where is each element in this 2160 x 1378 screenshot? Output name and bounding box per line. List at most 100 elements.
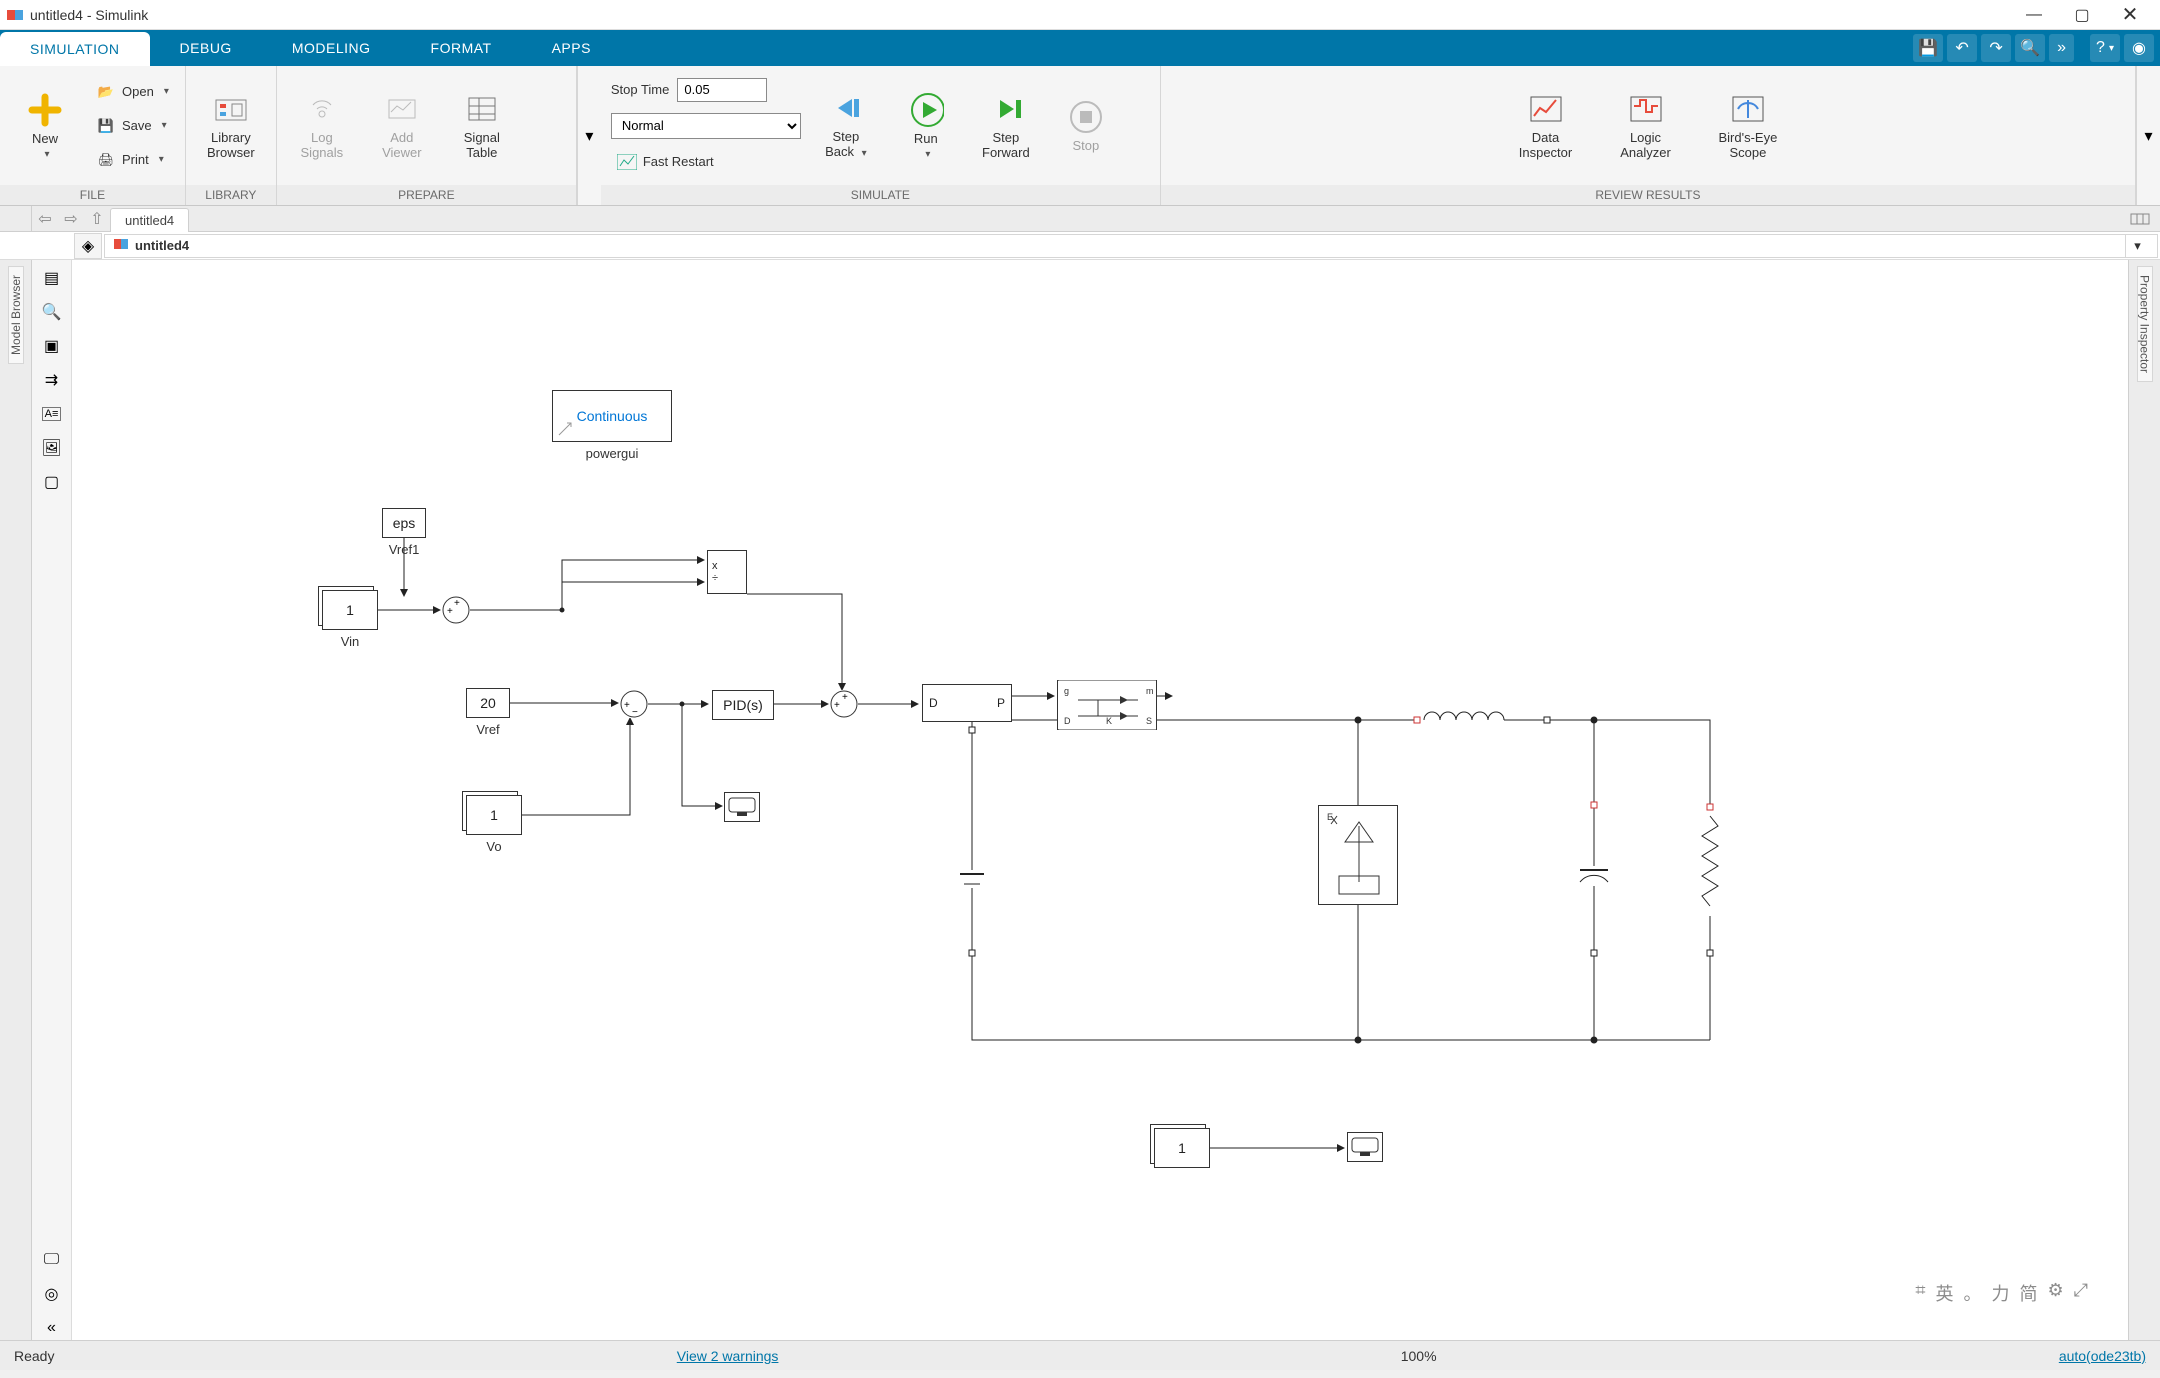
palette-annotation-button[interactable]: A≡ bbox=[38, 402, 66, 426]
block-dp[interactable]: DP bbox=[922, 684, 1012, 722]
property-inspector-collapsed[interactable]: Property Inspector bbox=[2128, 260, 2160, 1340]
save-icon: 💾 bbox=[1918, 38, 1938, 58]
block-vo[interactable]: 1 Vo bbox=[466, 795, 522, 835]
birds-eye-scope-button[interactable]: Bird's-EyeScope bbox=[1711, 76, 1786, 176]
svg-text:+: + bbox=[842, 692, 848, 703]
logic-analyzer-button[interactable]: LogicAnalyzer bbox=[1611, 76, 1681, 176]
viewer-icon bbox=[384, 91, 420, 127]
run-button[interactable]: Run ▾ bbox=[891, 76, 961, 176]
palette-arrows-button[interactable]: ⇉ bbox=[38, 368, 66, 392]
svg-text:+: + bbox=[834, 700, 840, 711]
chevron-down-icon: ▾ bbox=[862, 148, 867, 159]
qa-help-button[interactable]: ?▾ bbox=[2090, 34, 2120, 62]
status-solver-link[interactable]: auto(ode23tb) bbox=[2045, 1348, 2160, 1364]
tab-format[interactable]: FORMAT bbox=[401, 30, 522, 66]
block-scope1[interactable] bbox=[724, 792, 760, 822]
block-switch[interactable]: g m D S K bbox=[1057, 680, 1157, 730]
block-constant-bottom[interactable]: 1 bbox=[1154, 1128, 1210, 1168]
model-browser-collapsed[interactable]: Model Browser bbox=[0, 260, 32, 1340]
nav-view-toggle[interactable] bbox=[2120, 206, 2160, 231]
nav-forward-button[interactable]: ⇨ bbox=[58, 206, 84, 232]
palette-screenshot-button[interactable]: 🖵 bbox=[38, 1248, 66, 1272]
breadcrumb-home-button[interactable]: ◈ bbox=[74, 233, 102, 259]
step-back-button[interactable]: StepBack ▾ bbox=[811, 76, 881, 176]
block-vref[interactable]: 20 Vref bbox=[466, 688, 510, 718]
palette-zoom-button[interactable]: 🔍 bbox=[38, 300, 66, 324]
fit-icon: ▣ bbox=[44, 336, 59, 356]
print-button[interactable]: 🖨Print▾ bbox=[90, 146, 175, 174]
fast-restart-label: Fast Restart bbox=[643, 154, 714, 169]
app-icon bbox=[6, 6, 24, 24]
qa-fullscreen-button[interactable]: ◉ bbox=[2124, 34, 2154, 62]
chevron-down-icon: ▾ bbox=[164, 86, 169, 97]
svg-text:S: S bbox=[1146, 716, 1152, 726]
maximize-button[interactable]: ▢ bbox=[2058, 0, 2106, 30]
block-powergui[interactable]: Continuous powergui bbox=[552, 390, 672, 442]
status-zoom[interactable]: 100% bbox=[1387, 1348, 1451, 1364]
signal-table-button[interactable]: SignalTable bbox=[447, 76, 517, 176]
breadcrumb-model: untitled4 bbox=[135, 238, 189, 253]
data-inspector-icon bbox=[1528, 91, 1564, 127]
block-diode[interactable]: E bbox=[1318, 805, 1398, 905]
qa-offset-button[interactable]: » bbox=[2049, 34, 2074, 62]
chevron-down-icon: ▾ bbox=[925, 149, 930, 160]
ime-toolbar[interactable]: ⌗ 英 。 力 简 ⚙ ⤢ bbox=[1915, 1280, 2088, 1306]
library-browser-button[interactable]: LibraryBrowser bbox=[196, 76, 266, 176]
close-button[interactable]: ✕ bbox=[2106, 0, 2154, 30]
add-viewer-button[interactable]: AddViewer bbox=[367, 76, 437, 176]
qa-search-button[interactable]: 🔍 bbox=[2015, 34, 2045, 62]
ime-simp-icon: 简 bbox=[2019, 1280, 2037, 1306]
palette-image-button[interactable]: 🖼 bbox=[38, 436, 66, 460]
minimize-button[interactable]: — bbox=[2010, 0, 2058, 30]
qa-redo-button[interactable]: ↷ bbox=[1981, 34, 2011, 62]
new-button[interactable]: New ▾ bbox=[10, 76, 80, 176]
palette-fit-button[interactable]: ▣ bbox=[38, 334, 66, 358]
open-button[interactable]: 📂Open▾ bbox=[90, 78, 175, 106]
svg-text:K: K bbox=[1106, 716, 1112, 726]
palette-hide-button[interactable]: ▤ bbox=[38, 266, 66, 290]
block-multiply[interactable]: x ÷ bbox=[707, 550, 747, 594]
nav-up-button[interactable]: ⇧ bbox=[84, 206, 110, 232]
breadcrumb-path[interactable]: untitled4 ▾ bbox=[104, 234, 2158, 258]
qa-undo-button[interactable]: ↶ bbox=[1947, 34, 1977, 62]
block-vin[interactable]: 1 Vin bbox=[322, 590, 378, 630]
model-tab[interactable]: untitled4 bbox=[110, 208, 189, 232]
block-sum3[interactable]: ++ bbox=[830, 690, 858, 718]
simulation-mode-select[interactable]: Normal bbox=[611, 113, 801, 139]
block-sum2[interactable]: +− bbox=[620, 690, 648, 718]
window-title: untitled4 - Simulink bbox=[30, 7, 2010, 23]
stop-button[interactable]: Stop bbox=[1051, 76, 1121, 176]
tab-debug[interactable]: DEBUG bbox=[150, 30, 262, 66]
status-warnings-link[interactable]: View 2 warnings bbox=[663, 1348, 793, 1364]
breadcrumb-dropdown[interactable]: ▾ bbox=[2125, 235, 2149, 257]
data-inspector-button[interactable]: DataInspector bbox=[1511, 76, 1581, 176]
block-scope2[interactable] bbox=[1347, 1132, 1383, 1162]
group-label-library: LIBRARY bbox=[186, 185, 276, 205]
block-vref1[interactable]: eps Vref1 bbox=[382, 508, 426, 538]
save-button[interactable]: 💾Save▾ bbox=[90, 112, 175, 140]
block-pid[interactable]: PID(s) bbox=[712, 690, 774, 720]
library-icon bbox=[213, 91, 249, 127]
palette-block-button[interactable]: ▢ bbox=[38, 470, 66, 494]
tab-simulation[interactable]: SIMULATION bbox=[0, 32, 150, 66]
tab-apps[interactable]: APPS bbox=[522, 30, 621, 66]
review-dropdown[interactable]: ▾ bbox=[2136, 66, 2160, 205]
arrow-left-icon: ⇦ bbox=[38, 209, 51, 229]
step-back-icon bbox=[828, 90, 864, 126]
tab-modeling[interactable]: MODELING bbox=[262, 30, 401, 66]
palette-collapse-button[interactable]: « bbox=[38, 1316, 66, 1340]
diagram-canvas[interactable]: Continuous powergui eps Vref1 1 Vin ++ x… bbox=[72, 260, 2128, 1340]
nav-back-button[interactable]: ⇦ bbox=[32, 206, 58, 232]
ime-punct-icon: 。 bbox=[1963, 1280, 1981, 1306]
palette-record-button[interactable]: ◎ bbox=[38, 1282, 66, 1306]
qa-save-button[interactable]: 💾 bbox=[1913, 34, 1943, 62]
block-sum1[interactable]: ++ bbox=[442, 596, 470, 624]
step-forward-button[interactable]: StepForward bbox=[971, 76, 1041, 176]
open-label: Open bbox=[122, 84, 154, 99]
status-bar: Ready View 2 warnings 100% auto(ode23tb) bbox=[0, 1340, 2160, 1370]
prepare-dropdown[interactable]: ▾ bbox=[577, 66, 601, 205]
ribbon-group-simulate: Stop Time Normal Fast Restart StepBack ▾… bbox=[601, 66, 1161, 205]
fast-restart-button[interactable]: Fast Restart bbox=[611, 148, 801, 176]
log-signals-button[interactable]: LogSignals bbox=[287, 76, 357, 176]
stoptime-input[interactable] bbox=[677, 78, 767, 102]
